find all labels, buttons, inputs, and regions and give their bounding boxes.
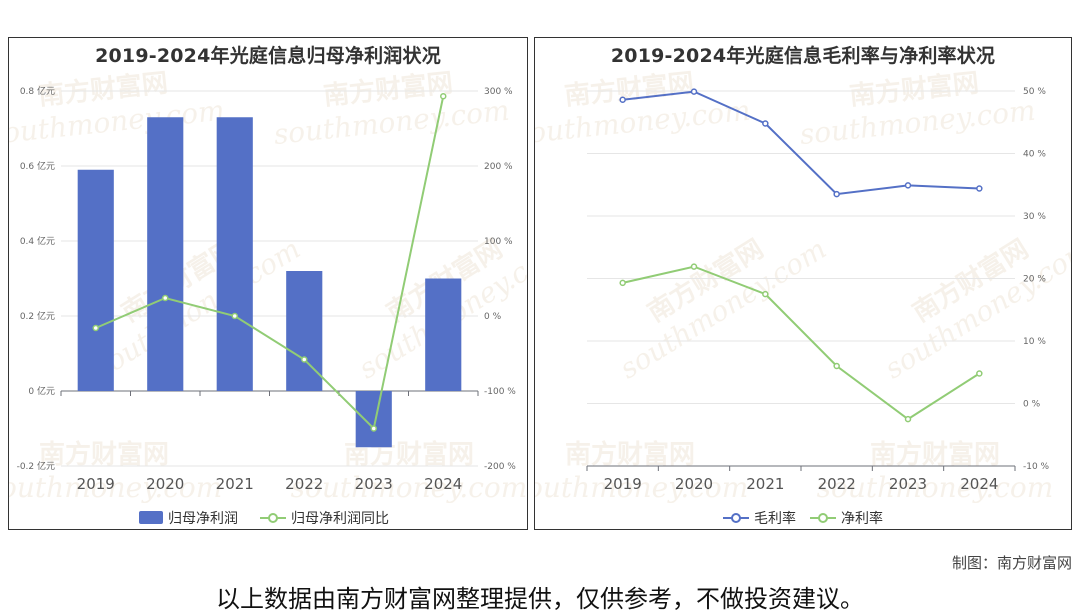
x-tick-label: 2023 — [889, 475, 927, 493]
y-tick-label-left: 0.8 亿元 — [20, 85, 55, 97]
legend-label-0: 毛利率 — [754, 510, 796, 527]
point-yoy-2023 — [370, 425, 377, 432]
series-line-yoy — [95, 96, 445, 431]
legend-label-line: 归母净利润同比 — [291, 510, 389, 527]
watermark-cn: 南方财富网 — [39, 439, 169, 470]
point-yoy-2022 — [301, 356, 308, 363]
watermark-cn: 南方财富网 — [565, 439, 695, 470]
x-tick-label: 2020 — [675, 475, 713, 493]
y-tick-label-left: 0.6 亿元 — [20, 160, 55, 172]
chart-title: 2019-2024年光庭信息毛利率与净利率状况 — [610, 45, 996, 67]
margin-chart-panel: 南方财富网 southmoney.com 南方财富网 southmoney.com 南方… — [534, 37, 1072, 530]
x-tick-label: 2019 — [77, 475, 115, 493]
point-0-2019 — [619, 96, 626, 103]
y-tick-label-left: 0.2 亿元 — [20, 310, 55, 322]
legend-swatch-bar — [139, 511, 163, 524]
x-tick-label: 2022 — [285, 475, 323, 493]
legend-marker-line — [268, 513, 278, 523]
y-tick-label-right: 0 % — [484, 312, 502, 322]
y-tick-label-right: 20 % — [1023, 275, 1046, 285]
margin-chart: 南方财富网southmoney.com南方财富网southmoney.com南方… — [535, 67, 1072, 527]
series-line-0 — [622, 90, 980, 196]
chart-title: 2019-2024年光庭信息归母净利润状况 — [95, 45, 441, 67]
point-0-2024 — [976, 185, 983, 192]
point-1-2019 — [619, 279, 626, 287]
x-tick-label: 2024 — [424, 475, 462, 493]
point-yoy-2021 — [231, 312, 238, 320]
net-profit-chart-panel: 南方财富网southmoney.com南方财富网southmoney.com南方… — [8, 37, 528, 530]
net-profit-chart: 南方财富网southmoney.com南方财富网southmoney.com南方… — [9, 67, 528, 527]
watermark-cn: 南方财富网 — [870, 439, 1000, 470]
y-tick-label-right: 10 % — [1023, 337, 1046, 347]
x-tick-label: 2021 — [216, 475, 254, 493]
point-1-2024 — [976, 370, 983, 377]
y-tick-label-right: 0 % — [1023, 400, 1041, 410]
x-tick-label: 2024 — [960, 475, 998, 493]
x-tick-label: 2021 — [746, 475, 784, 493]
point-1-2020 — [690, 263, 698, 270]
watermark-en: southmoney.com — [9, 471, 222, 504]
point-0-2023 — [904, 182, 912, 189]
point-0-2021 — [762, 120, 769, 127]
y-tick-label-right: 40 % — [1023, 150, 1046, 160]
y-tick-label-right: 100 % — [484, 237, 513, 247]
point-0-2022 — [833, 190, 840, 198]
y-tick-label-left: -0.2 亿元 — [17, 460, 55, 472]
point-yoy-2020 — [162, 294, 169, 302]
y-tick-label-right: 50 % — [1023, 87, 1046, 97]
x-tick-label: 2023 — [355, 475, 393, 493]
point-0-2020 — [690, 88, 698, 95]
y-tick-label-right: 200 % — [484, 162, 513, 172]
point-1-2023 — [904, 415, 912, 423]
x-tick-label: 2022 — [818, 475, 856, 493]
bar-2023 — [355, 391, 392, 448]
x-tick-label: 2020 — [146, 475, 184, 493]
chart-credit: 制图：南方财富网 — [951, 554, 1072, 572]
point-yoy-2019 — [92, 324, 99, 332]
watermark-en: southmoney.com — [879, 232, 1072, 385]
y-tick-label-right: -10 % — [1023, 462, 1050, 472]
watermark-en: southmoney.com — [817, 471, 1054, 504]
y-tick-label-left: 0 亿元 — [28, 385, 55, 397]
watermark-en: southmoney.com — [535, 471, 748, 504]
legend-marker-0 — [731, 513, 741, 523]
y-tick-label-right: 300 % — [484, 87, 513, 97]
bar-2020 — [147, 117, 184, 391]
legend-marker-1 — [818, 513, 828, 523]
disclaimer-text: 以上数据由南方财富网整理提供，仅供参考，不做投资建议。 — [216, 585, 864, 613]
y-tick-label-right: -100 % — [484, 387, 516, 397]
point-yoy-2024 — [440, 93, 447, 100]
bar-2024 — [425, 278, 462, 391]
y-tick-label-left: 0.4 亿元 — [20, 235, 55, 247]
bar-2019 — [77, 169, 114, 391]
bar-2021 — [216, 117, 253, 391]
point-1-2022 — [833, 362, 840, 370]
point-1-2021 — [762, 290, 769, 298]
y-tick-label-right: -200 % — [484, 462, 516, 472]
watermark-en: southmoney.com — [291, 471, 528, 504]
legend-label-bar: 归母净利润 — [168, 510, 238, 527]
x-tick-label: 2019 — [604, 475, 642, 493]
legend-label-1: 净利率 — [841, 510, 883, 527]
y-tick-label-right: 30 % — [1023, 212, 1046, 222]
series-line-1 — [622, 265, 980, 421]
